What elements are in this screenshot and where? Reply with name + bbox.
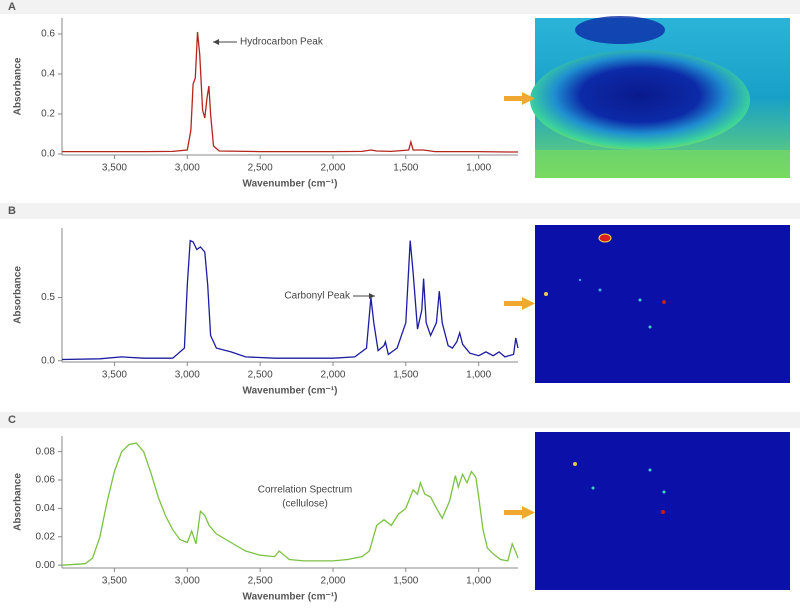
- y-axis-title: Absorbance: [13, 266, 24, 324]
- x-axis-title: Wavenumber (cm⁻¹): [243, 386, 338, 397]
- spectrum-line: [61, 442, 519, 566]
- annotation: Correlation Spectrum: [258, 485, 352, 496]
- y-tick-label: 0.06: [36, 475, 56, 486]
- x-tick-label: 1,000: [466, 163, 491, 174]
- x-tick-label: 1,000: [466, 370, 491, 381]
- panel-strip: [0, 412, 800, 428]
- y-tick-label: 0.02: [36, 531, 56, 542]
- x-tick-label: 2,500: [248, 576, 273, 587]
- panel-letter: C: [8, 414, 16, 426]
- arrow-head: [369, 293, 375, 299]
- y-axis-title: Absorbance: [13, 57, 24, 115]
- image-b: [535, 225, 790, 383]
- y-tick-label: 0.0: [41, 149, 55, 160]
- panel-strip: [0, 0, 800, 14]
- panel-letter: A: [8, 1, 16, 13]
- x-tick-label: 1,000: [466, 576, 491, 587]
- annotation: Carbonyl Peak: [284, 291, 351, 302]
- image-a: [530, 16, 790, 178]
- arrows: [504, 92, 535, 519]
- annotation: Hydrocarbon Peak: [240, 37, 324, 48]
- x-tick-label: 2,000: [320, 370, 345, 381]
- y-tick-label: 0.00: [36, 560, 56, 571]
- x-tick-label: 3,000: [175, 576, 200, 587]
- x-tick-label: 3,500: [102, 576, 127, 587]
- x-tick-label: 1,500: [393, 576, 418, 587]
- x-tick-label: 3,000: [175, 163, 200, 174]
- panel-letter: B: [8, 205, 16, 217]
- y-axis-title: Absorbance: [13, 473, 24, 531]
- x-tick-label: 2,500: [248, 370, 273, 381]
- y-tick-label: 0.4: [41, 69, 55, 80]
- x-tick-label: 2,500: [248, 163, 273, 174]
- x-tick-label: 3,500: [102, 163, 127, 174]
- x-tick-label: 2,000: [320, 163, 345, 174]
- x-axis-title: Wavenumber (cm⁻¹): [243, 592, 338, 603]
- arrow-head: [213, 39, 219, 45]
- image-c: [535, 432, 790, 590]
- spectrum-line: [62, 31, 518, 153]
- y-tick-label: 0.6: [41, 29, 55, 40]
- x-tick-label: 1,500: [393, 163, 418, 174]
- annotation: (cellulose): [282, 499, 328, 510]
- y-tick-label: 0.5: [41, 292, 55, 303]
- spectrum-line: [61, 239, 519, 361]
- panel-strip: [0, 203, 800, 219]
- x-tick-label: 1,500: [393, 370, 418, 381]
- y-tick-label: 0.04: [36, 503, 56, 514]
- x-tick-label: 2,000: [320, 576, 345, 587]
- x-axis-title: Wavenumber (cm⁻¹): [243, 179, 338, 190]
- x-tick-label: 3,500: [102, 370, 127, 381]
- y-tick-label: 0.08: [36, 446, 56, 457]
- y-tick-label: 0.2: [41, 109, 55, 120]
- x-tick-label: 3,000: [175, 370, 200, 381]
- y-tick-label: 0.0: [41, 355, 55, 366]
